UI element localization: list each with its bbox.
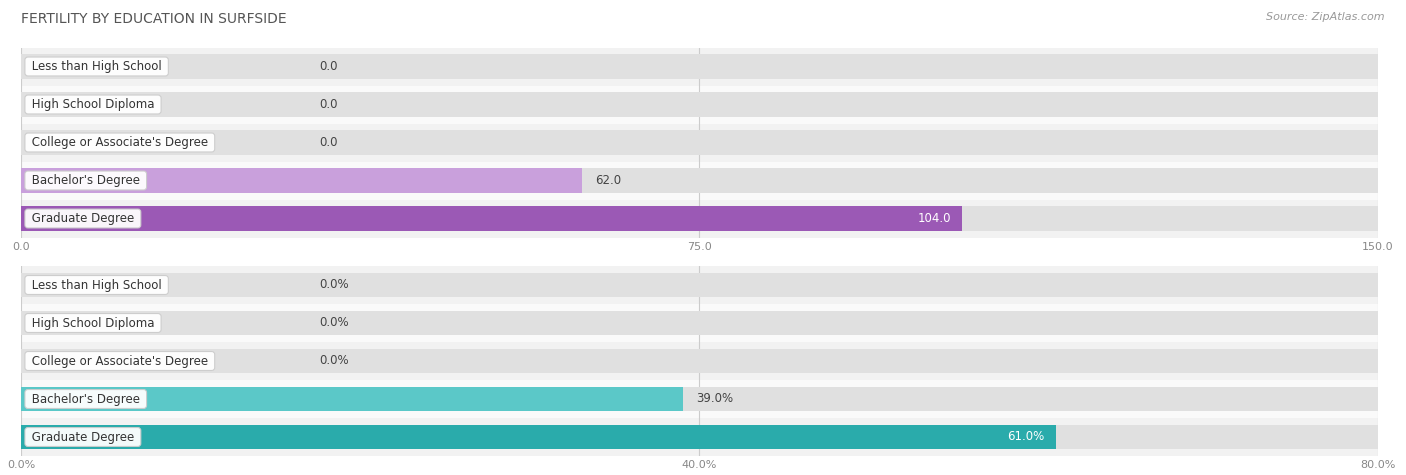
Bar xyxy=(21,86,1378,124)
Text: 0.0%: 0.0% xyxy=(319,278,349,292)
Bar xyxy=(21,162,1378,199)
Bar xyxy=(21,124,1378,162)
Bar xyxy=(21,425,1378,449)
Bar xyxy=(21,130,1378,155)
Bar xyxy=(21,342,1378,380)
Bar xyxy=(21,425,1056,449)
Bar xyxy=(21,387,682,411)
Bar xyxy=(21,418,1378,456)
Bar xyxy=(21,168,1378,193)
Text: Bachelor's Degree: Bachelor's Degree xyxy=(28,174,143,187)
Text: FERTILITY BY EDUCATION IN SURFSIDE: FERTILITY BY EDUCATION IN SURFSIDE xyxy=(21,12,287,26)
Text: Less than High School: Less than High School xyxy=(28,278,166,292)
Text: 62.0: 62.0 xyxy=(596,174,621,187)
Bar xyxy=(21,168,582,193)
Bar xyxy=(21,304,1378,342)
Bar xyxy=(21,380,1378,418)
Text: Source: ZipAtlas.com: Source: ZipAtlas.com xyxy=(1267,12,1385,22)
Text: College or Associate's Degree: College or Associate's Degree xyxy=(28,354,212,368)
Text: Graduate Degree: Graduate Degree xyxy=(28,430,138,444)
Bar xyxy=(21,48,1378,86)
Bar xyxy=(21,206,1378,231)
Text: 0.0: 0.0 xyxy=(319,60,337,73)
Bar xyxy=(21,92,1378,117)
Text: 39.0%: 39.0% xyxy=(696,392,733,406)
Text: 104.0: 104.0 xyxy=(918,212,950,225)
Text: 0.0%: 0.0% xyxy=(319,316,349,330)
Bar xyxy=(21,273,1378,297)
Text: 61.0%: 61.0% xyxy=(1008,430,1045,444)
Text: Bachelor's Degree: Bachelor's Degree xyxy=(28,392,143,406)
Bar xyxy=(21,54,1378,79)
Bar xyxy=(21,387,1378,411)
Text: Graduate Degree: Graduate Degree xyxy=(28,212,138,225)
Bar xyxy=(21,311,1378,335)
Text: High School Diploma: High School Diploma xyxy=(28,98,157,111)
Bar xyxy=(21,200,1378,238)
Bar xyxy=(21,349,1378,373)
Text: 0.0: 0.0 xyxy=(319,136,337,149)
Bar xyxy=(21,206,962,231)
Text: 0.0%: 0.0% xyxy=(319,354,349,368)
Bar xyxy=(21,266,1378,304)
Text: High School Diploma: High School Diploma xyxy=(28,316,157,330)
Text: Less than High School: Less than High School xyxy=(28,60,166,73)
Text: 0.0: 0.0 xyxy=(319,98,337,111)
Text: College or Associate's Degree: College or Associate's Degree xyxy=(28,136,212,149)
